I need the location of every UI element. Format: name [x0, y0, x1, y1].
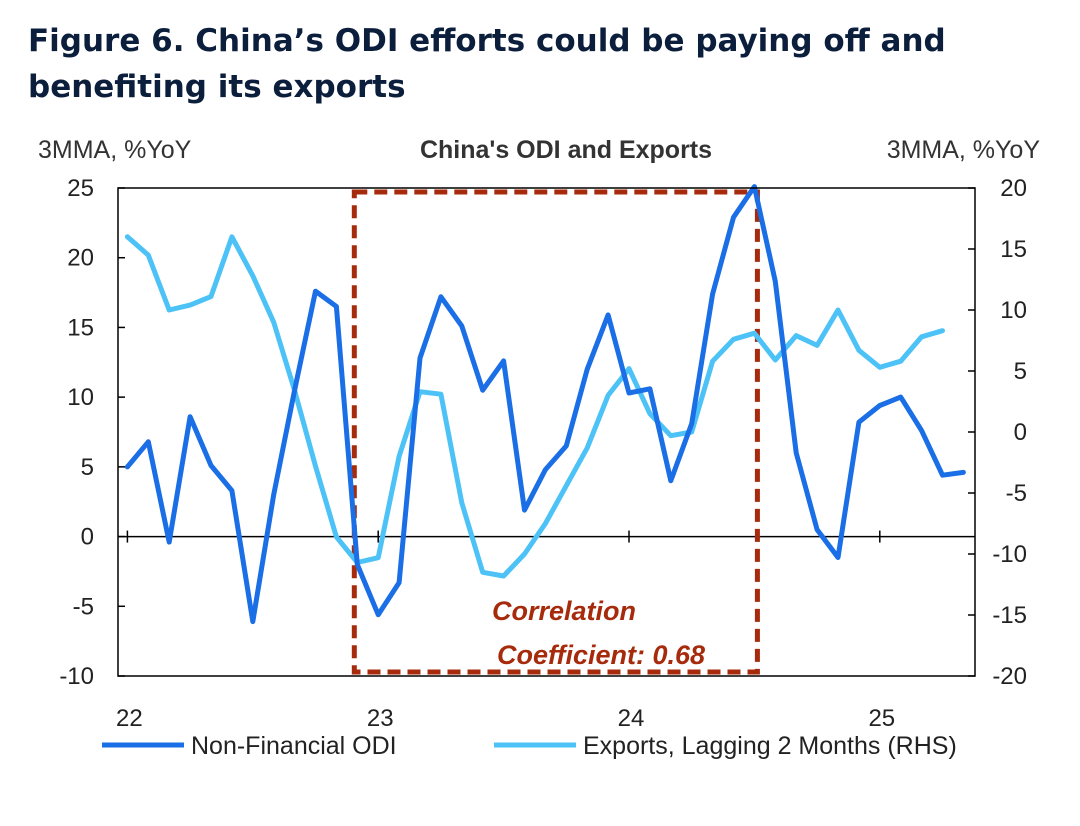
figure-title-line-1: Figure 6. China’s ODI efforts could be p…: [28, 23, 946, 59]
x-axis-tick-label: 22: [116, 705, 143, 732]
left-axis-tick-label: 25: [67, 175, 94, 202]
left-axis-tick-label: -5: [73, 593, 94, 620]
left-axis-tick-label: 5: [81, 454, 94, 481]
left-axis-tick-label: 10: [67, 384, 94, 411]
left-axis-tick-label: 0: [81, 524, 94, 551]
left-axis-tick-label: 15: [67, 314, 94, 341]
left-axis-tick-label: -10: [59, 663, 94, 690]
right-axis-tick-label: 15: [1000, 236, 1027, 263]
x-axis-tick-label: 25: [868, 705, 895, 732]
right-axis-tick-label: 5: [1014, 358, 1027, 385]
series-line-non-financial-odi: [124, 184, 966, 625]
right-axis-tick-label: 20: [1000, 175, 1027, 202]
right-axis-tick-label: -5: [1006, 480, 1027, 507]
correlation-annotation-line-1: Correlation: [492, 596, 636, 626]
x-axis-tick-label: 24: [618, 705, 645, 732]
right-axis-tick-label: 10: [1000, 297, 1027, 324]
legend: Non-Financial ODI Exports, Lagging 2 Mon…: [102, 732, 957, 760]
correlation-annotation-line-2: Coefficient: 0.68: [497, 640, 705, 670]
right-axis-tick-label: 0: [1014, 419, 1027, 446]
right-axis-tick-label: -10: [992, 541, 1027, 568]
right-axis-unit: 3MMA, %YoY: [887, 136, 1041, 164]
figure-title-line-2: benefiting its exports: [28, 69, 406, 105]
left-axis-unit: 3MMA, %YoY: [38, 136, 192, 164]
series-line-exports: [124, 234, 945, 579]
chart-title: China's ODI and Exports: [420, 136, 712, 164]
legend-label-exports: Exports, Lagging 2 Months (RHS): [583, 732, 957, 760]
figure-title: Figure 6. China’s ODI efforts could be p…: [28, 18, 1048, 110]
x-axis-tick-label: 23: [367, 705, 394, 732]
correlation-highlight-box: [351, 189, 760, 675]
legend-label-odi: Non-Financial ODI: [191, 732, 397, 760]
left-axis-tick-label: 20: [67, 245, 94, 272]
right-axis-tick-label: -15: [992, 602, 1027, 629]
right-axis-tick-label: -20: [992, 663, 1027, 690]
